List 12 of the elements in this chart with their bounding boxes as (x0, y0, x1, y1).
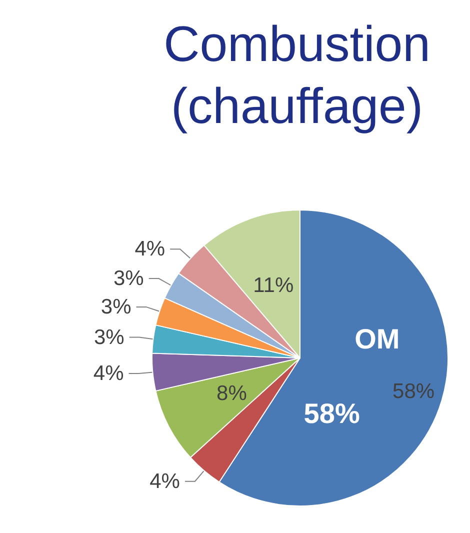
text: 58% (304, 398, 360, 429)
data-label: 3% (100, 295, 132, 318)
data-label: 4% (150, 470, 180, 493)
chart-title: Combustion (chauffage) (164, 16, 430, 134)
data-label: 3% (94, 326, 124, 349)
data-label: 4% (134, 238, 166, 261)
data-label: 11% (253, 274, 294, 298)
data-label: 4% (93, 362, 124, 386)
data-label: 58% (392, 380, 435, 404)
slice-label: OM (354, 323, 400, 354)
data-label: 8% (216, 382, 247, 406)
data-label: 3% (113, 267, 144, 290)
